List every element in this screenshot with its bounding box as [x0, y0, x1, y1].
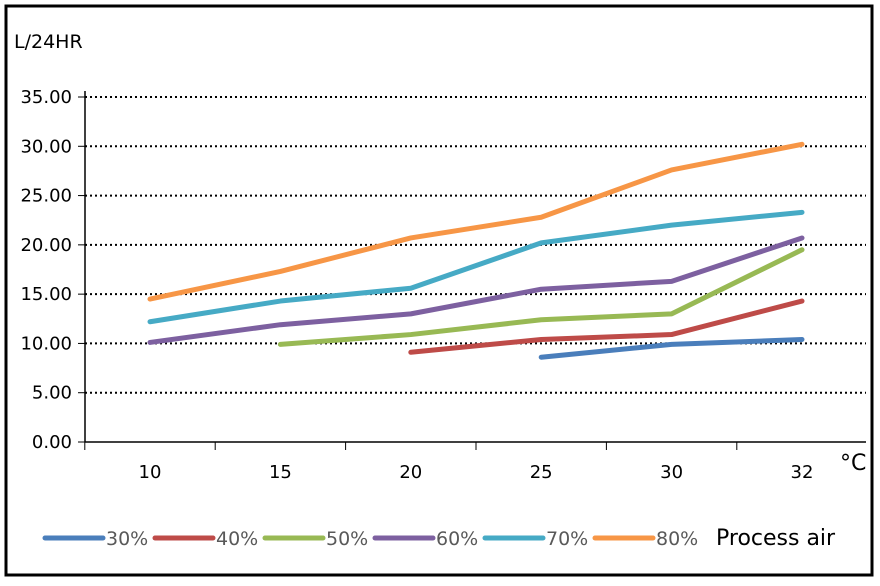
y-tick-label: 10.00 [20, 333, 72, 354]
y-tick-label: 15.00 [20, 284, 72, 305]
y-axis-label: L/24HR [14, 31, 83, 53]
y-tick-label: 30.00 [20, 136, 72, 157]
y-tick-label: 35.00 [20, 87, 72, 108]
y-tick-label: 5.00 [32, 383, 72, 404]
x-tick-label: 32 [791, 462, 814, 483]
y-tick-label: 25.00 [20, 186, 72, 207]
series-line-40pct [408, 298, 805, 355]
gridlines [85, 96, 866, 394]
chart-border [4, 4, 874, 577]
x-tick-label: 15 [269, 462, 292, 483]
legend-label: 30% [106, 528, 148, 550]
series-lines [147, 141, 805, 360]
series-line-30pct [538, 336, 805, 360]
x-tick-label: 30 [660, 462, 683, 483]
y-tick-label: 0.00 [32, 432, 72, 453]
legend-label: 40% [216, 528, 258, 550]
x-axis-unit-label: °C [840, 451, 866, 476]
x-tick-label: 20 [399, 462, 422, 483]
x-tick-label: 25 [530, 462, 553, 483]
x-tick-label: 10 [139, 462, 162, 483]
axes [78, 91, 866, 450]
legend: 30% 40% 50% 60% 70% 80% [42, 528, 698, 550]
y-tick-label: 20.00 [20, 235, 72, 256]
legend-label: 50% [326, 528, 368, 550]
legend-title: Process air [716, 526, 836, 551]
tick-labels: 0.00 5.00 10.00 15.00 20.00 25.00 30.00 35.00 10… [20, 87, 813, 483]
series-line-80pct [147, 141, 805, 302]
legend-label: 70% [546, 528, 588, 550]
series-line-60pct [147, 235, 805, 345]
series-line-70pct [147, 209, 805, 325]
legend-label: 80% [656, 528, 698, 550]
series-line-50pct [277, 247, 805, 347]
legend-label: 60% [436, 528, 478, 550]
